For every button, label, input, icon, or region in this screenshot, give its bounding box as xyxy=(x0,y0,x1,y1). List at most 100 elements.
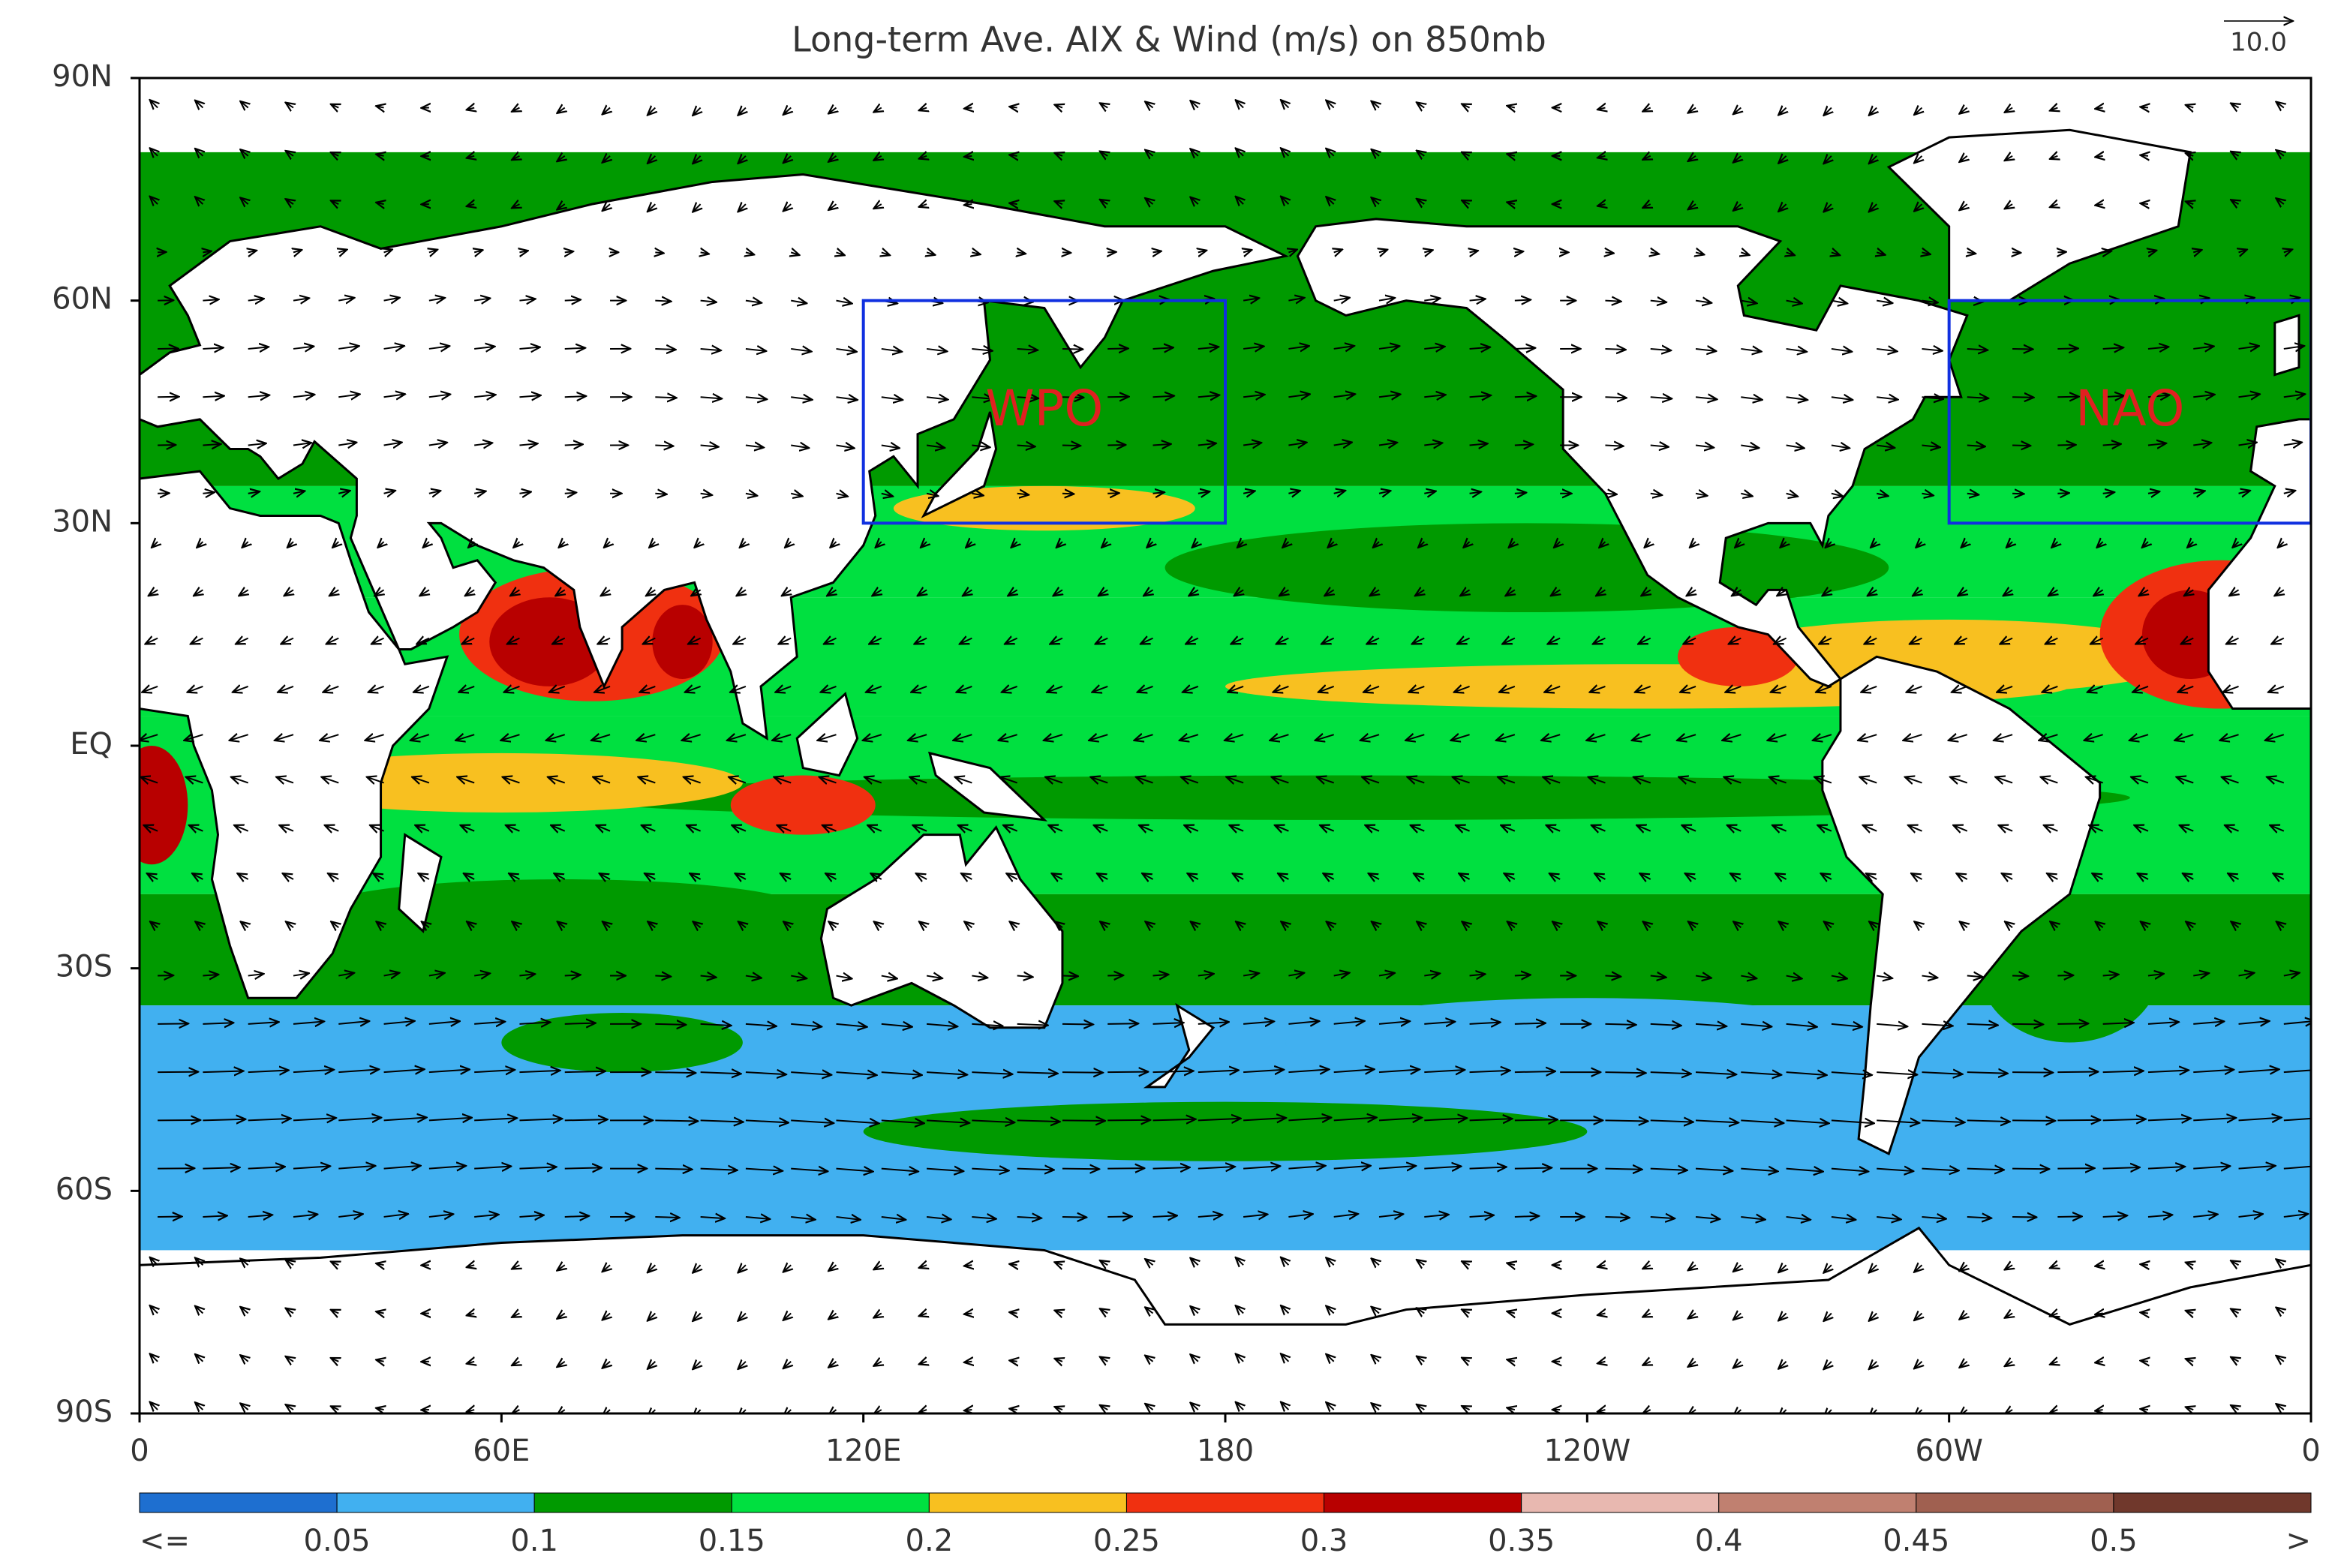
wind-arrow xyxy=(642,825,656,831)
wind-arrow xyxy=(1786,446,1805,449)
wind-arrow xyxy=(239,590,248,596)
wind-arrow xyxy=(913,825,927,831)
wind-arrow xyxy=(1198,491,1210,494)
wind-arrow xyxy=(1062,1217,1086,1218)
wind-arrow xyxy=(1326,149,1333,156)
wind-arrow xyxy=(1145,1404,1152,1410)
wind-arrow xyxy=(972,1169,1008,1171)
wind-arrow xyxy=(1017,1120,1060,1122)
wind-arrow xyxy=(828,1362,836,1368)
wind-arrow xyxy=(1107,1023,1138,1024)
wind-arrow xyxy=(603,1314,610,1320)
wind-arrow xyxy=(1597,1314,1605,1316)
wind-arrow xyxy=(881,1169,918,1172)
wind-arrow xyxy=(383,1021,415,1024)
wind-arrow xyxy=(283,873,294,879)
wind-arrow xyxy=(1047,686,1063,692)
wind-arrow xyxy=(1462,104,1469,108)
wind-arrow xyxy=(1778,204,1786,212)
wind-arrow xyxy=(467,108,474,110)
wind-arrow xyxy=(1417,199,1424,204)
wind-arrow xyxy=(1824,1314,1832,1321)
wind-arrow xyxy=(559,542,565,548)
wind-arrow xyxy=(474,973,490,975)
wind-arrow xyxy=(1457,638,1471,644)
map-title: Long-term Ave. AIX & Wind (m/s) on 850mb xyxy=(792,20,1546,60)
wind-arrow xyxy=(780,873,792,879)
wind-arrow xyxy=(1650,1120,1693,1122)
wind-arrow xyxy=(376,155,383,156)
wind-arrow xyxy=(1107,252,1116,253)
wind-arrow xyxy=(1741,301,1757,304)
wind-arrow xyxy=(783,156,791,163)
wind-arrow xyxy=(745,1024,777,1026)
wind-arrow xyxy=(1017,976,1033,978)
wind-arrow xyxy=(195,101,203,108)
wind-arrow xyxy=(1597,204,1605,206)
wind-arrow xyxy=(1551,590,1560,596)
wind-arrow xyxy=(564,444,583,445)
wind-arrow xyxy=(791,349,811,352)
wind-arrow xyxy=(1190,1258,1198,1265)
wind-arrow xyxy=(519,443,537,445)
wind-arrow xyxy=(791,1072,831,1075)
wind-arrow xyxy=(2012,1217,2036,1218)
colorbar-label: 0.4 xyxy=(1695,1524,1743,1558)
wind-arrow xyxy=(1695,1120,1738,1122)
wind-arrow xyxy=(384,249,392,252)
wind-arrow xyxy=(1009,1264,1017,1265)
wind-arrow xyxy=(293,1166,330,1168)
wind-arrow xyxy=(1786,976,1802,979)
wind-arrow xyxy=(1317,777,1335,783)
wind-arrow xyxy=(1288,394,1309,397)
wind-arrow xyxy=(428,443,447,446)
wind-arrow xyxy=(1678,777,1696,783)
wind-arrow xyxy=(1650,1024,1681,1026)
wind-arrow xyxy=(1507,1263,1514,1266)
wind-arrow xyxy=(643,638,656,644)
wind-arrow xyxy=(791,1217,815,1220)
wind-arrow xyxy=(1372,197,1379,204)
wind-arrow xyxy=(376,1263,383,1265)
wind-arrow xyxy=(1859,777,1877,783)
wind-arrow xyxy=(1055,1311,1062,1314)
wind-arrow xyxy=(1462,921,1470,927)
wind-arrow xyxy=(236,638,249,644)
wind-arrow xyxy=(1786,1024,1817,1027)
wind-arrow xyxy=(423,542,429,548)
wind-arrow xyxy=(1107,1168,1144,1169)
wind-arrow xyxy=(1145,101,1152,107)
wind-arrow xyxy=(1543,777,1561,783)
colorbar-label: 0.15 xyxy=(699,1524,765,1558)
wind-arrow xyxy=(428,298,445,301)
lat-label: 30N xyxy=(52,504,113,539)
wind-arrow xyxy=(1451,734,1470,740)
wind-arrow xyxy=(1142,873,1154,879)
land xyxy=(140,470,449,999)
wind-arrow xyxy=(591,734,611,740)
wind-arrow xyxy=(828,1314,836,1320)
wind-arrow xyxy=(474,1118,517,1120)
wind-arrow xyxy=(188,686,203,692)
wind-arrow xyxy=(1062,1024,1093,1025)
wind-arrow xyxy=(693,1362,700,1369)
wind-arrow xyxy=(1507,202,1514,204)
wind-arrow xyxy=(278,686,294,692)
wind-arrow xyxy=(1650,1072,1691,1074)
wind-arrow xyxy=(597,638,611,644)
wind-arrow xyxy=(1009,1360,1017,1361)
wind-arrow xyxy=(234,825,249,831)
wind-arrow xyxy=(1685,873,1696,879)
wind-arrow xyxy=(1777,590,1786,596)
wind-arrow xyxy=(150,100,158,107)
wind-arrow xyxy=(1733,1265,1741,1272)
wind-arrow xyxy=(1372,101,1379,108)
wind-arrow xyxy=(468,542,474,548)
wind-arrow xyxy=(1190,149,1198,155)
wind-arrow xyxy=(1272,777,1289,783)
wind-arrow xyxy=(1152,444,1171,446)
wind-arrow xyxy=(1514,1023,1546,1024)
wind-arrow xyxy=(503,777,520,783)
wind-arrow xyxy=(1643,921,1651,927)
wind-arrow xyxy=(600,873,611,879)
